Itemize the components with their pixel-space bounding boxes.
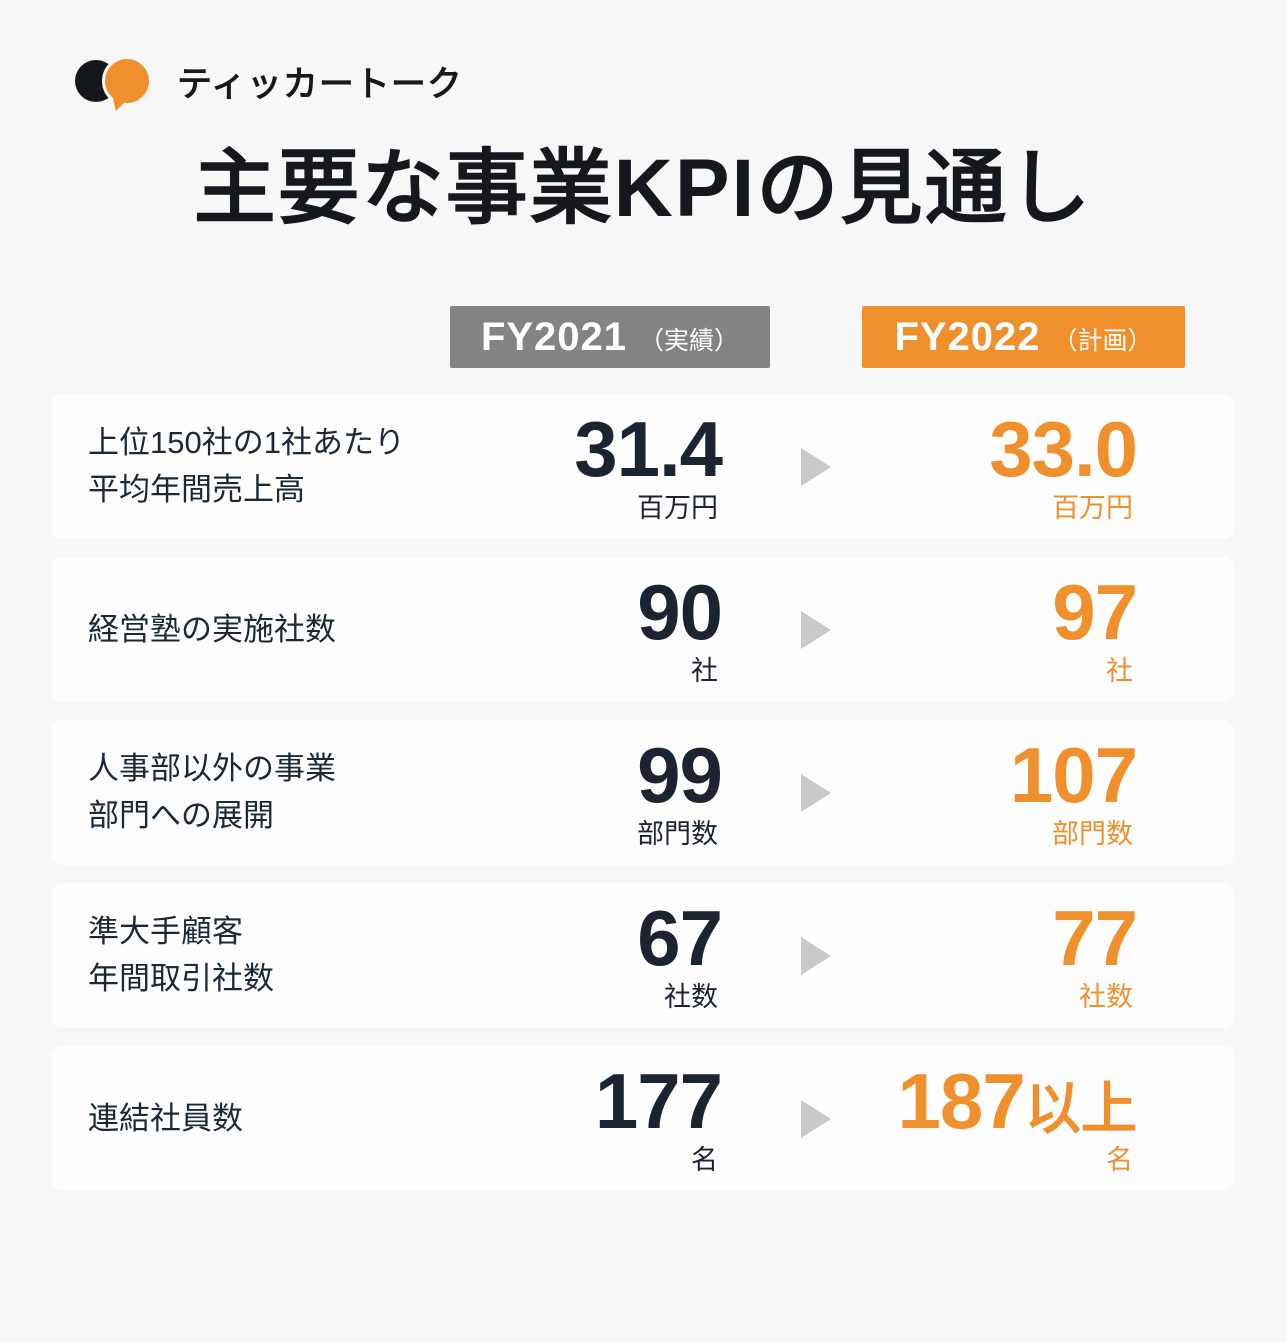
fy2021-number: 99 xyxy=(637,736,723,814)
brand-name: ティッカートーク xyxy=(177,64,463,104)
fy2022-number: 33.0 xyxy=(989,410,1138,488)
kpi-value-fy2022: 97 社 xyxy=(1052,573,1138,687)
fy2022-unit: 部門数 xyxy=(1052,818,1133,849)
kpi-value-fy2021: 177 名 xyxy=(595,1062,723,1176)
fy2022-unit: 社 xyxy=(1106,655,1133,686)
fy2022-number: 187以上 xyxy=(898,1062,1137,1140)
kpi-label: 経営塾の実施社数 xyxy=(88,611,336,647)
arrow-cell xyxy=(770,1099,862,1138)
kpi-card: 人事部以外の事業 部門への展開 99 部門数 107 部門数 xyxy=(52,720,1234,866)
kpi-label: 連結社員数 xyxy=(88,1100,243,1136)
fy2022-number-text: 97 xyxy=(1052,567,1138,656)
fy2021-number: 31.4 xyxy=(574,410,723,488)
brand-header: ティッカートーク xyxy=(75,56,1286,111)
fy2021-number-text: 99 xyxy=(637,730,723,819)
fy2022-number-text: 33.0 xyxy=(989,404,1138,493)
kpi-value-fy2021: 99 部門数 xyxy=(637,736,723,850)
kpi-value-fy2021: 31.4 百万円 xyxy=(574,410,723,524)
fy2022-number-text: 187 xyxy=(897,1056,1026,1145)
column-header-fy2022: FY2022 （計画） xyxy=(862,306,1185,369)
kpi-label: 人事部以外の事業 部門への展開 xyxy=(88,751,336,833)
fy2022-unit: 社数 xyxy=(1079,981,1133,1012)
arrow-cell xyxy=(770,773,862,812)
fy2021-unit: 部門数 xyxy=(637,818,718,849)
fy2021-number-text: 90 xyxy=(637,567,723,656)
fy2022-number: 107 xyxy=(1010,736,1138,814)
kpi-value-fy2021: 67 社数 xyxy=(637,899,723,1013)
fy2021-number: 67 xyxy=(637,899,723,977)
arrow-right-icon xyxy=(801,773,831,812)
kpi-value-fy2021: 90 社 xyxy=(637,573,723,687)
fy2021-number: 90 xyxy=(637,573,723,651)
fy2021-number-text: 31.4 xyxy=(574,404,723,493)
kpi-value-fy2022: 77 社数 xyxy=(1052,899,1138,1013)
infographic-page: ティッカートーク 主要な事業KPIの見通し FY2021 （実績） FY2022… xyxy=(0,56,1286,1192)
kpi-card: 準大手顧客 年間取引社数 67 社数 77 社数 xyxy=(52,883,1234,1029)
kpi-label: 準大手顧客 年間取引社数 xyxy=(88,914,274,996)
arrow-cell xyxy=(770,936,862,975)
column-headers: FY2021 （実績） FY2022 （計画） xyxy=(52,306,1234,369)
kpi-value-fy2022: 107 部門数 xyxy=(1010,736,1138,850)
fy2021-year-label: FY2021 xyxy=(480,314,628,359)
fy2021-unit: 名 xyxy=(691,1144,718,1175)
fy2021-number-text: 67 xyxy=(637,893,723,982)
arrow-right-icon xyxy=(801,1099,831,1138)
page-title: 主要な事業KPIの見通し xyxy=(193,143,1093,234)
fy2022-number-text: 77 xyxy=(1052,893,1138,982)
fy2022-number: 97 xyxy=(1052,573,1138,651)
column-header-fy2021: FY2021 （実績） xyxy=(450,306,770,369)
fy2022-unit: 名 xyxy=(1106,1144,1133,1175)
arrow-right-icon xyxy=(801,610,831,649)
fy2022-unit: 百万円 xyxy=(1052,492,1133,523)
fy2021-number: 177 xyxy=(595,1062,723,1140)
fy2022-year-label: FY2022 xyxy=(894,314,1041,359)
kpi-card: 連結社員数 177 名 187以上 名 xyxy=(52,1046,1234,1192)
fy2022-qualifier-label: （計画） xyxy=(1052,327,1153,356)
fy2022-number: 77 xyxy=(1052,899,1138,977)
brand-logo-icon xyxy=(75,56,157,111)
kpi-value-fy2022: 33.0 百万円 xyxy=(989,410,1138,524)
kpi-card: 経営塾の実施社数 90 社 97 社 xyxy=(52,557,1234,703)
logo-bubble-orange-icon xyxy=(102,56,152,106)
fy2021-unit: 社数 xyxy=(664,981,718,1012)
fy2021-qualifier-label: （実績） xyxy=(639,327,740,356)
fy2022-number-suffix: 以上 xyxy=(1024,1076,1137,1140)
arrow-cell xyxy=(770,447,862,486)
kpi-label: 上位150社の1社あたり 平均年間売上高 xyxy=(88,425,405,507)
kpi-card: 上位150社の1社あたり 平均年間売上高 31.4 百万円 33.0 百万円 xyxy=(52,394,1234,540)
arrow-right-icon xyxy=(801,936,831,975)
fy2021-unit: 社 xyxy=(691,655,718,686)
fy2022-number-text: 107 xyxy=(1009,730,1138,819)
kpi-value-fy2022: 187以上 名 xyxy=(898,1062,1137,1176)
kpi-cards: 上位150社の1社あたり 平均年間売上高 31.4 百万円 33.0 百万円 経… xyxy=(52,394,1234,1192)
fy2021-unit: 百万円 xyxy=(637,492,718,523)
fy2021-number-text: 177 xyxy=(594,1056,723,1145)
arrow-right-icon xyxy=(801,447,831,486)
arrow-cell xyxy=(770,610,862,649)
